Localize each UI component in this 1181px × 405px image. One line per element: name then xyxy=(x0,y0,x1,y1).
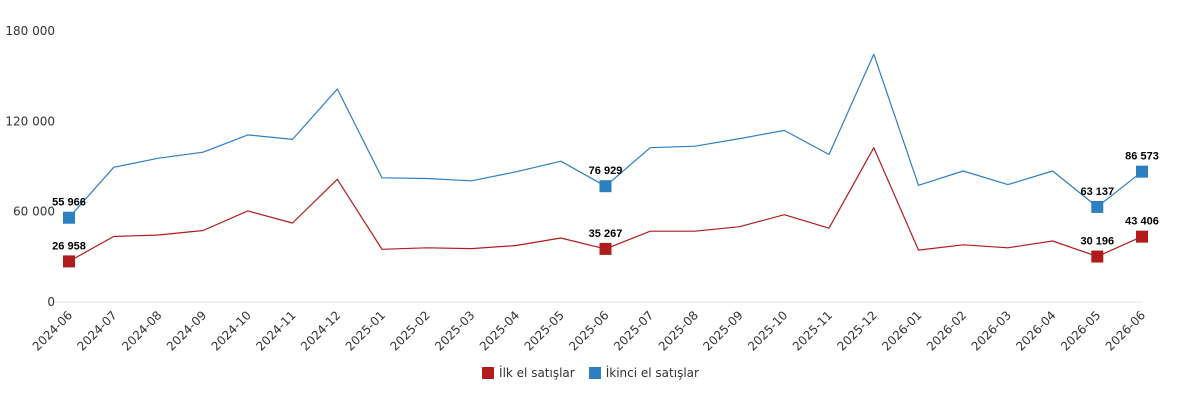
data-label: 55 966 xyxy=(52,197,86,209)
data-label: 86 573 xyxy=(1125,151,1159,163)
x-tick-label: 2026-03 xyxy=(969,308,1014,353)
series-line-1 xyxy=(68,53,1143,219)
x-tick-label: 2024-09 xyxy=(164,308,209,353)
x-tick-label: 2026-01 xyxy=(879,308,924,353)
data-markers xyxy=(63,165,1148,268)
y-tick-label: 0 xyxy=(47,295,55,309)
x-tick-label: 2024-06 xyxy=(30,308,75,353)
x-tick-label: 2024-08 xyxy=(119,308,164,353)
x-tick-label: 2026-04 xyxy=(1013,308,1058,353)
x-tick-label: 2026-05 xyxy=(1058,308,1103,353)
y-tick-label: 120 000 xyxy=(5,114,55,128)
y-axis: 0 60 000 120 000 180 000 xyxy=(5,24,1142,309)
x-tick-label: 2025-11 xyxy=(790,308,835,353)
x-axis: 2024-06 2024-07 2024-08 2024-09 2024-10 2024-… xyxy=(30,308,1148,353)
x-tick-label: 2024-12 xyxy=(298,308,343,353)
data-marker[interactable] xyxy=(63,255,75,268)
x-tick-label: 2024-11 xyxy=(253,308,298,353)
x-tick-label: 2025-07 xyxy=(611,308,656,353)
x-tick-label: 2025-12 xyxy=(835,308,880,353)
data-label: 30 196 xyxy=(1080,236,1114,248)
x-tick-label: 2025-09 xyxy=(700,308,745,353)
x-tick-label: 2025-06 xyxy=(566,308,611,353)
data-label: 26 958 xyxy=(52,240,86,252)
data-label: 63 137 xyxy=(1080,186,1114,198)
data-labels: 26 958 35 267 30 196 43 406 55 966 76 929 63 1… xyxy=(52,151,1159,253)
legend-swatch-ikinci-el xyxy=(588,367,601,379)
x-tick-label: 2025-02 xyxy=(387,308,432,353)
data-label: 76 929 xyxy=(589,165,623,177)
x-tick-label: 2026-02 xyxy=(924,308,969,353)
data-label: 43 406 xyxy=(1125,216,1159,228)
y-tick-label: 60 000 xyxy=(13,205,55,219)
data-marker[interactable] xyxy=(599,180,612,193)
legend-item-ikinci-el[interactable]: İkinci el satışlar xyxy=(588,366,699,380)
x-tick-label: 2025-03 xyxy=(432,308,477,353)
x-tick-label: 2025-01 xyxy=(343,308,388,353)
x-tick-label: 2025-10 xyxy=(745,308,790,353)
legend-item-ilk-el[interactable]: İlk el satışlar xyxy=(482,366,575,380)
legend-label-ilk-el: İlk el satışlar xyxy=(499,366,575,380)
x-tick-label: 2025-05 xyxy=(522,308,567,353)
legend-label-ikinci-el: İkinci el satışlar xyxy=(605,366,699,380)
data-marker[interactable] xyxy=(63,211,75,224)
y-tick-label: 180 000 xyxy=(5,24,55,38)
data-marker[interactable] xyxy=(1091,250,1104,263)
data-marker[interactable] xyxy=(1136,165,1148,178)
x-tick-label: 2026-06 xyxy=(1103,308,1148,353)
x-tick-label: 2025-04 xyxy=(477,308,522,353)
legend: İlk el satışlar İkinci el satışlar xyxy=(0,366,1181,380)
legend-swatch-ilk-el xyxy=(482,367,495,379)
data-marker[interactable] xyxy=(1136,230,1148,243)
x-tick-label: 2025-08 xyxy=(656,308,701,353)
data-marker[interactable] xyxy=(599,242,612,255)
x-tick-label: 2024-07 xyxy=(74,308,119,353)
data-marker[interactable] xyxy=(1091,200,1104,213)
x-tick-label: 2024-10 xyxy=(209,308,254,353)
data-label: 35 267 xyxy=(589,228,623,240)
